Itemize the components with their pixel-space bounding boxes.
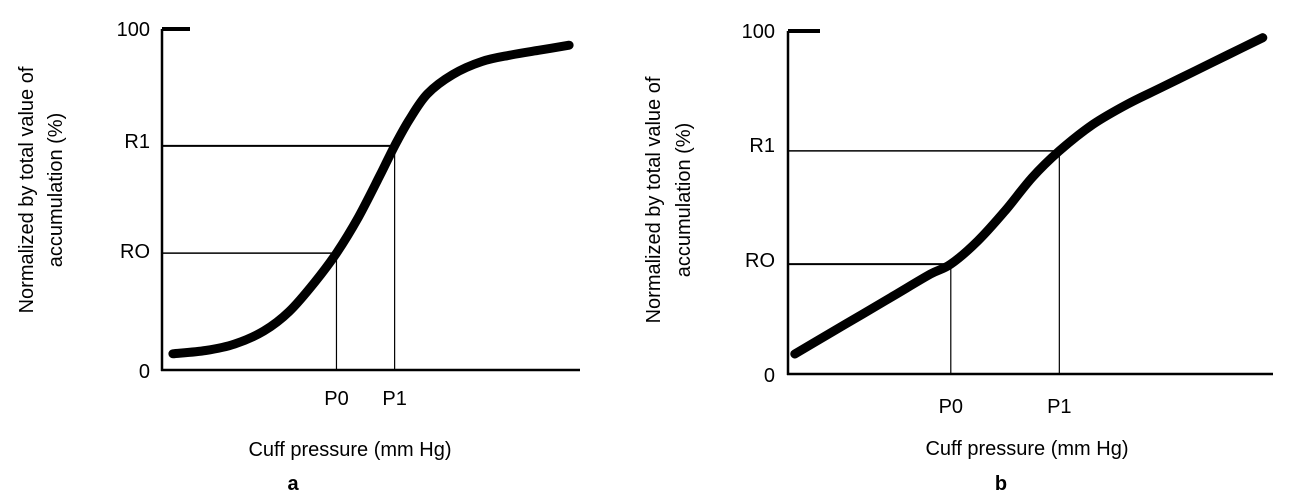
panel-b-ytick-r1: R1 xyxy=(749,135,775,157)
panel-b-xtick-p1: P1 xyxy=(1047,396,1071,418)
panel-b-xtick-p0: P0 xyxy=(939,396,963,418)
panel-b-ytick-100: 100 xyxy=(742,21,775,43)
panel-b-ylabel-line1: Normalized by total value of xyxy=(643,76,665,323)
panel-a-ylabel-line2: accumulation (%) xyxy=(45,113,67,268)
panel-b-xlabel: Cuff pressure (mm Hg) xyxy=(925,438,1128,460)
panel-a-series-curve xyxy=(168,40,574,359)
panel-a-label: a xyxy=(287,473,299,495)
panel-b-ylabel-line2: accumulation (%) xyxy=(673,123,695,278)
panel-a: Normalized by total value of accumulatio… xyxy=(16,19,580,495)
panel-b-label: b xyxy=(995,473,1007,495)
panel-b-ytick-0: 0 xyxy=(764,365,775,387)
panel-b-series-curve xyxy=(790,33,1268,359)
panel-a-ytick-r1: R1 xyxy=(124,131,150,153)
panel-a-ytick-r0: RO xyxy=(120,241,150,263)
panel-b-ytick-r0: RO xyxy=(745,250,775,272)
panel-b: Normalized by total value of accumulatio… xyxy=(643,21,1273,495)
panel-a-ytick-100: 100 xyxy=(117,19,150,41)
panel-a-xtick-p1: P1 xyxy=(382,388,406,410)
panel-a-ytick-0: 0 xyxy=(139,361,150,383)
panel-a-ylabel-line1: Normalized by total value of xyxy=(16,66,38,313)
panel-a-xtick-p0: P0 xyxy=(324,388,348,410)
panel-a-xlabel: Cuff pressure (mm Hg) xyxy=(248,439,451,461)
